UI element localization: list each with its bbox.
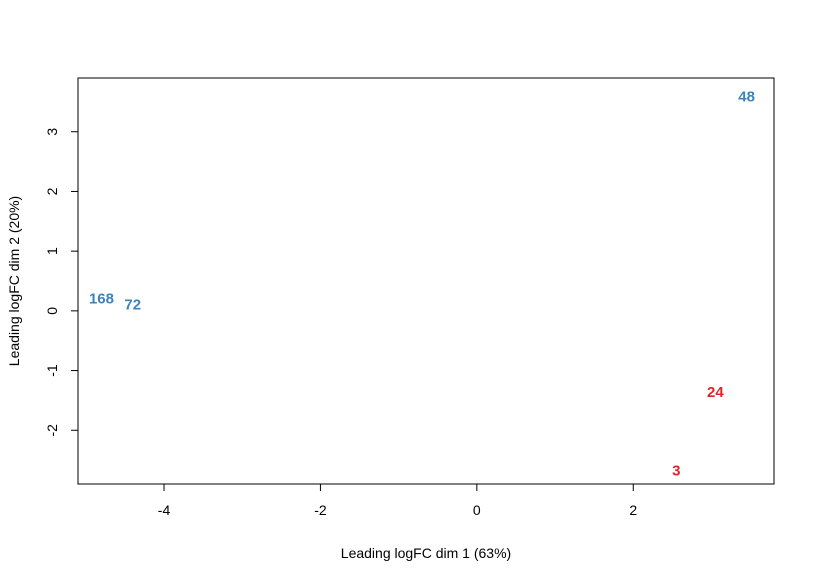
y-axis: -2 -1 0 1 2 3 — [44, 128, 79, 437]
y-tick-label: -2 — [44, 424, 60, 437]
y-tick-label: -1 — [44, 364, 60, 377]
point-label-48: 48 — [738, 89, 755, 106]
y-axis-title: Leading logFC dim 2 (20%) — [6, 196, 22, 366]
x-tick-label: 0 — [473, 502, 481, 518]
data-points: 48 168 72 24 3 — [89, 89, 755, 480]
x-axis: -4 -2 0 2 — [158, 483, 637, 518]
plot-frame — [77, 77, 775, 485]
point-label-24: 24 — [707, 384, 724, 401]
y-tick-label: 0 — [44, 307, 60, 315]
x-tick-label: -2 — [314, 502, 327, 518]
y-tick-label: 3 — [44, 128, 60, 136]
point-label-72: 72 — [124, 296, 141, 313]
y-tick-label: 2 — [44, 187, 60, 195]
point-label-168: 168 — [89, 290, 114, 307]
x-axis-title: Leading logFC dim 1 (63%) — [341, 545, 511, 561]
x-tick-label: -4 — [158, 502, 171, 518]
y-tick-label: 1 — [44, 247, 60, 255]
point-label-3: 3 — [672, 462, 680, 479]
x-tick-label: 2 — [629, 502, 637, 518]
